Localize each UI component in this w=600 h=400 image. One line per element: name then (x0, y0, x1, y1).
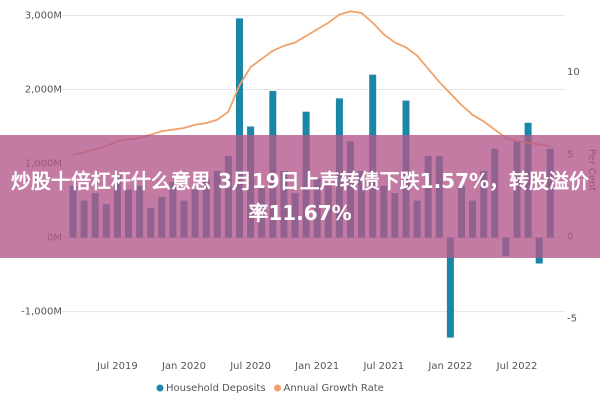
legend-label: Annual Growth Rate (284, 383, 384, 394)
y-tick-label: 3,000M (25, 10, 62, 21)
bar (446, 237, 454, 338)
x-tick-label: Jul 2020 (229, 361, 271, 372)
y2-tick-label: -5 (567, 314, 577, 325)
x-tick-label: Jul 2021 (362, 361, 404, 372)
y-tick-label: 2,000M (25, 84, 62, 95)
legend-marker (274, 384, 282, 392)
line (72, 10, 551, 156)
x-tick-label: Jul 2019 (96, 361, 138, 372)
bar (236, 18, 243, 238)
x-tick-label: Jul 2022 (496, 361, 538, 372)
banner: 炒股十倍杠杆什么意思 3月19日上声转债下跌1.57%，转股溢价率11.67% (0, 135, 600, 258)
x-tick-label: Jan 2020 (161, 361, 206, 372)
x-tick-label: Jan 2021 (294, 361, 339, 372)
y2-tick-label: 10 (567, 67, 580, 78)
legend-marker (156, 384, 164, 392)
y-tick-label: -1,000M (21, 307, 62, 318)
legend-label: Household Deposits (166, 383, 266, 394)
x-tick-label: Jan 2022 (427, 361, 472, 372)
banner-text: 炒股十倍杠杆什么意思 3月19日上声转债下跌1.57%，转股溢价率11.67% (10, 168, 590, 225)
